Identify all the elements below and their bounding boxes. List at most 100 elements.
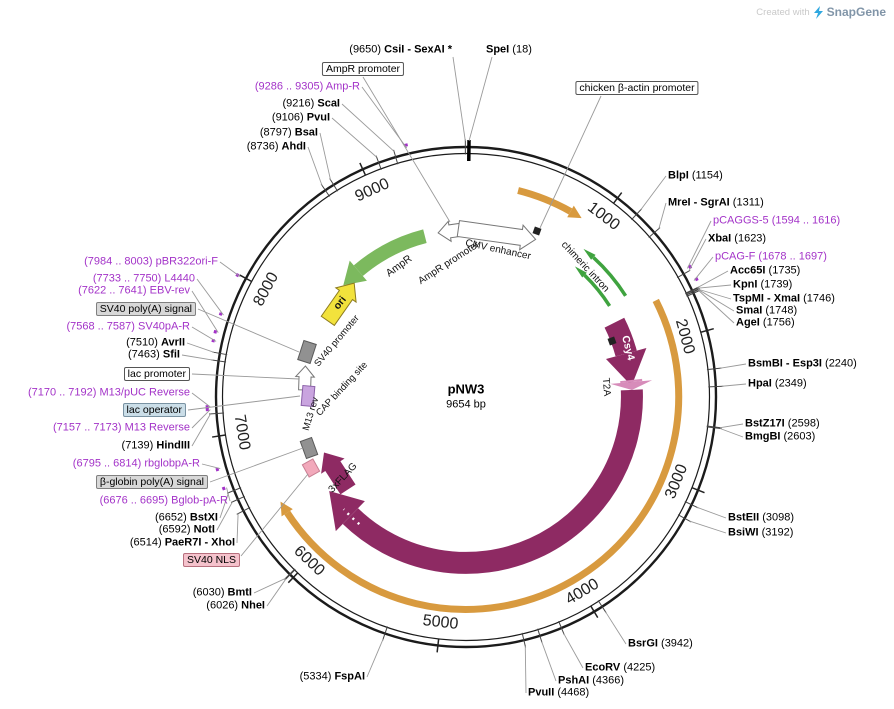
sv40-promoter-block[interactable] — [297, 339, 317, 365]
leader-line-globin-poly-a-signal — [209, 447, 304, 483]
bglobin-pa-block[interactable] — [299, 436, 319, 460]
cmv-enhancer-arrow[interactable] — [456, 216, 538, 251]
enzyme-label-blpi[interactable]: BlpI (1154) — [668, 170, 723, 183]
scale-tick — [590, 605, 599, 619]
3xflag-arrow[interactable] — [312, 445, 359, 497]
primer-label-m13-puc-reverse[interactable]: (7170 .. 7192) M13/pUC Reverse — [28, 387, 190, 400]
feature-label-globin-poly-a-signal[interactable]: β-globin poly(A) signal — [95, 474, 208, 490]
site-name: SpeI — [486, 43, 510, 56]
feature-inner-label-cap-binding-site[interactable]: CAP binding site — [314, 360, 370, 419]
snapgene-bolt-icon — [813, 5, 823, 19]
enzyme-label-paer7i-xhoi[interactable]: (6514) PaeR7I - XhoI — [130, 537, 235, 550]
feature-inner-label-t2a[interactable]: T2A — [600, 377, 613, 397]
enzyme-label-noti[interactable]: (6592) NotI — [159, 524, 215, 537]
site-position: (2603) — [780, 430, 816, 443]
enzyme-label-pvuii[interactable]: PvuII (4468) — [528, 687, 589, 700]
primer-label-ebv-rev[interactable]: (7622 .. 7641) EBV-rev — [78, 285, 190, 298]
enzyme-label-ecorv[interactable]: EcoRV (4225) — [585, 662, 655, 675]
leader-line-pcag-f — [693, 256, 714, 281]
csy4-cds-arc[interactable] — [604, 317, 637, 357]
feature-label-lac-promoter[interactable]: lac promoter — [123, 366, 190, 382]
enzyme-label-mrei-sgrai[interactable]: MreI - SgrAI (1311) — [668, 197, 764, 210]
sv40-nls-block[interactable] — [301, 458, 321, 478]
chimeric-intron-inner-arc[interactable] — [583, 273, 612, 307]
site-position: (7622 .. 7641) — [78, 284, 150, 297]
site-position: (3192) — [758, 526, 794, 539]
enzyme-label-bmti[interactable]: (6030) BmtI — [193, 587, 252, 600]
site-name: BsiWI — [728, 526, 759, 539]
enzyme-label-sfii[interactable]: (7463) SfiI — [128, 349, 180, 362]
site-position: (1594 .. 1616) — [768, 214, 841, 227]
leader-line-rbglobpa-r — [201, 463, 221, 470]
enzyme-label-fspai[interactable]: (5334) FspAI — [300, 671, 365, 684]
lac-operator-block[interactable] — [300, 384, 316, 408]
primer-label-pcag-f[interactable]: pCAG-F (1678 .. 1697) — [715, 251, 827, 264]
leader-line-bmti — [253, 578, 286, 594]
feature-marker[interactable] — [607, 336, 617, 346]
enzyme-label-bstxi[interactable]: (6652) BstXI — [155, 512, 218, 525]
primer-label-pcaggs-5[interactable]: pCAGGS-5 (1594 .. 1616) — [713, 215, 840, 228]
cas9-vqr-cds-arc[interactable] — [342, 389, 643, 574]
feature-marker[interactable] — [532, 226, 542, 236]
scale-tick — [612, 192, 623, 204]
site-name: M13/pUC Reverse — [99, 386, 190, 399]
leader-line-hindiii — [191, 413, 211, 447]
ampr-cds-arc[interactable] — [353, 229, 427, 277]
enzyme-label-acc65i[interactable]: Acc65I (1735) — [730, 265, 800, 278]
orf-arrow-b-arc[interactable] — [284, 298, 683, 613]
enzyme-label-bmgbi[interactable]: BmgBI (2603) — [745, 431, 815, 444]
feature-label-sv40-poly-a-signal[interactable]: SV40 poly(A) signal — [95, 301, 196, 317]
enzyme-label-smai[interactable]: SmaI (1748) — [736, 305, 797, 318]
leader-line-avrii — [186, 342, 215, 353]
feature-label-sv40-nls[interactable]: SV40 NLS — [182, 552, 240, 568]
site-position: (1311) — [729, 196, 764, 209]
feature-label-ampr-promoter[interactable]: AmpR promoter — [321, 61, 405, 77]
enzyme-label-hindiii[interactable]: (7139) HindIII — [122, 440, 190, 453]
leader-line-ampr-promoter — [362, 76, 451, 223]
leader-line-sfii — [181, 354, 213, 361]
enzyme-label-pvui[interactable]: (9106) PvuI — [272, 112, 330, 125]
orf-arrow-a-arc[interactable] — [517, 187, 573, 215]
enzyme-label-hpai[interactable]: HpaI (2349) — [748, 378, 807, 391]
primer-label-sv40pa-r[interactable]: (7568 .. 7587) SV40pA-R — [66, 321, 190, 334]
primer-label-amp-r[interactable]: (9286 .. 9305) Amp-R — [255, 81, 360, 94]
site-name: EcoRV — [585, 661, 621, 674]
scale-tick — [700, 327, 714, 333]
enzyme-label-bstz17i[interactable]: BstZ17I (2598) — [745, 418, 820, 431]
enzyme-label-agei[interactable]: AgeI (1756) — [736, 317, 795, 330]
primer-label-rbglobpa-r[interactable]: (6795 .. 6814) rbglobpA-R — [73, 458, 200, 471]
enzyme-label-scai[interactable]: (9216) ScaI — [283, 98, 341, 111]
feature-label-chicken-actin-promoter[interactable]: chicken β-actin promoter — [575, 80, 699, 96]
chimeric-intron-outer-arc[interactable] — [592, 256, 628, 297]
enzyme-label-ahdi[interactable]: (8736) AhdI — [247, 141, 306, 154]
feature-inner-label-csy4[interactable]: Csy4 — [619, 334, 637, 361]
ori-arrow[interactable] — [318, 276, 365, 328]
enzyme-label-bsrgi[interactable]: BsrGI (3942) — [628, 638, 693, 651]
leader-line-pcaggs-5 — [686, 220, 712, 269]
cas9-dotted-seam-arc[interactable] — [342, 508, 361, 526]
enzyme-label-avrii[interactable]: (7510) AvrII — [126, 337, 185, 350]
enzyme-label-pshai[interactable]: PshAI (4366) — [558, 675, 624, 688]
enzyme-label-csii-sexai[interactable]: (9650) CsiI - SexAI * — [349, 44, 452, 57]
site-name: TspMI - XmaI — [733, 292, 801, 305]
enzyme-label-bsiwi[interactable]: BsiWI (3192) — [728, 527, 793, 540]
enzyme-site-tick-nhei — [284, 568, 296, 581]
primer-label-m13-reverse[interactable]: (7157 .. 7173) M13 Reverse — [53, 422, 190, 435]
primer-label-pbr322ori-f[interactable]: (7984 .. 8003) pBR322ori-F — [84, 256, 218, 269]
primer-label-l4440[interactable]: (7733 .. 7750) L4440 — [93, 273, 195, 286]
enzyme-label-bsteii[interactable]: BstEII (3098) — [728, 512, 794, 525]
enzyme-label-nhei[interactable]: (6026) NheI — [206, 600, 265, 613]
enzyme-label-xbai[interactable]: XbaI (1623) — [708, 233, 766, 246]
enzyme-label-bsmbi-esp3i[interactable]: BsmBI - Esp3I (2240) — [748, 358, 857, 371]
leader-line-pbr322ori-f — [219, 261, 241, 277]
feature-label-lac-operator[interactable]: lac operator — [122, 402, 186, 418]
enzyme-site-tick-agei — [686, 289, 701, 297]
enzyme-label-tspmi-xmai[interactable]: TspMI - XmaI (1746) — [733, 293, 835, 306]
enzyme-label-spei[interactable]: SpeI (18) — [486, 44, 532, 57]
primer-label-bglob-pa-r[interactable]: (6676 .. 6695) Bglob-pA-R — [100, 495, 228, 508]
enzyme-label-kpni[interactable]: KpnI (1739) — [733, 279, 792, 292]
enzyme-label-bsai[interactable]: (8797) BsaI — [260, 127, 318, 140]
enzyme-site-tick-scai — [393, 149, 399, 165]
scale-tick-label: 9000 — [353, 175, 393, 205]
